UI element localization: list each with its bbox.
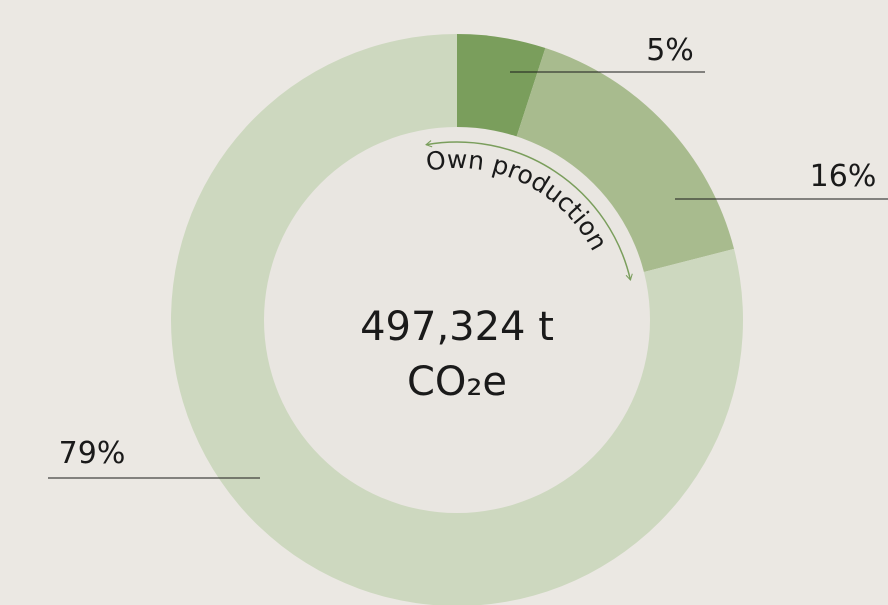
value-label: 5%	[646, 33, 694, 68]
annotation-arrow	[425, 140, 633, 281]
leaders	[48, 71, 888, 479]
value-label: 16%	[810, 159, 877, 194]
center-unit: CO₂e	[407, 359, 507, 405]
value-label: 79%	[59, 436, 126, 471]
center-total: 497,324 t	[360, 304, 554, 350]
